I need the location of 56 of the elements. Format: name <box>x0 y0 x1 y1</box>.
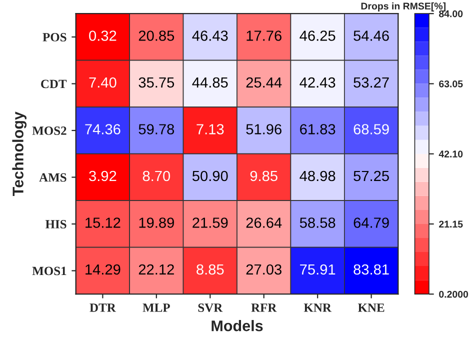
data-label: 0.32 <box>89 30 116 41</box>
data-label: 74.36 <box>85 124 120 134</box>
data-label: 3.92 <box>89 170 116 182</box>
data-label: 14.29 <box>86 264 120 275</box>
data-label: 20.85 <box>138 30 174 41</box>
data-label: 59.78 <box>138 124 174 134</box>
data-label: 8.70 <box>142 170 170 182</box>
y-tick-label: MOS2 <box>32 126 66 135</box>
data-label: 46.25 <box>300 30 336 41</box>
data-label: 25.44 <box>246 77 282 88</box>
data-label: 58.58 <box>300 218 336 228</box>
data-label: 27.03 <box>246 264 282 275</box>
color-bar-label: 84.00 <box>439 10 463 18</box>
y-tick-label: HIS <box>45 220 66 228</box>
data-label: 21.59 <box>192 218 228 228</box>
color-bar-label: 63.05 <box>439 80 463 88</box>
data-label: 51.96 <box>246 124 282 134</box>
color-bar-label: 21.15 <box>439 220 463 228</box>
x-tick-label: MLP <box>142 304 170 312</box>
data-label: 53.27 <box>354 77 389 88</box>
data-label: 83.81 <box>354 264 389 275</box>
data-label: 54.46 <box>354 30 389 41</box>
color-bar-title: Drops in RMSE[%] <box>361 2 446 12</box>
data-label: 17.76 <box>246 30 282 41</box>
data-label: 7.40 <box>89 77 116 88</box>
data-label: 19.89 <box>139 218 174 228</box>
x-tick-label: RFR <box>251 304 277 312</box>
x-tick-label: KNE <box>358 304 384 312</box>
data-label: 61.83 <box>300 124 336 134</box>
data-label: 50.90 <box>192 170 228 182</box>
data-label: 8.85 <box>196 264 224 275</box>
data-label: 35.75 <box>138 77 174 88</box>
y-tick-label: POS <box>42 33 66 42</box>
color-bar-label: 0.2000 <box>439 290 468 298</box>
y-tick-label: CDT <box>41 80 67 88</box>
data-label: 48.98 <box>300 170 336 182</box>
data-label: 75.91 <box>300 264 336 275</box>
y-tick-label: MOS1 <box>32 266 66 276</box>
data-label: 7.13 <box>196 124 224 134</box>
data-label: 42.43 <box>300 77 336 88</box>
data-label: 68.59 <box>354 124 389 134</box>
data-label: 46.43 <box>192 30 228 41</box>
data-label: 64.79 <box>354 218 389 228</box>
x-tick-label: DTR <box>90 304 116 312</box>
y-axis-title: Technology <box>12 112 27 196</box>
data-label: 26.64 <box>246 218 282 228</box>
x-tick-label: SVR <box>198 304 223 312</box>
data-label: 9.85 <box>250 170 278 182</box>
data-label: 57.25 <box>354 170 389 182</box>
y-tick-label: AMS <box>39 173 66 182</box>
data-label: 22.12 <box>138 264 174 274</box>
x-tick-label: KNR <box>304 304 332 312</box>
x-axis-title: Models <box>212 320 263 332</box>
color-bar-label: 42.10 <box>438 150 463 158</box>
data-label: 44.85 <box>192 77 228 88</box>
data-label: 15.12 <box>86 218 120 228</box>
